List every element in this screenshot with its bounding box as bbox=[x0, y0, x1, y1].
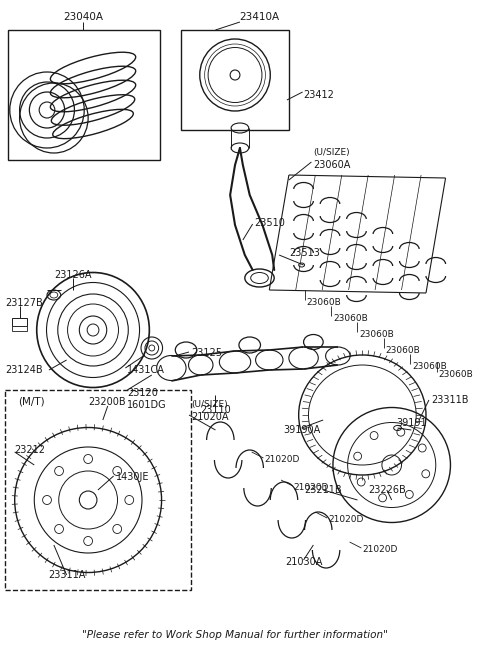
Text: 23126A: 23126A bbox=[54, 270, 91, 280]
Text: 23410A: 23410A bbox=[240, 12, 279, 22]
Text: (M/T): (M/T) bbox=[18, 397, 44, 407]
Text: 21020D: 21020D bbox=[294, 483, 329, 492]
Text: 23212: 23212 bbox=[15, 445, 46, 455]
Text: 39190A: 39190A bbox=[283, 425, 320, 435]
Text: 21030A: 21030A bbox=[285, 557, 322, 567]
Text: 23125: 23125 bbox=[191, 348, 222, 358]
Text: 23200B: 23200B bbox=[88, 397, 126, 407]
Text: 23060B: 23060B bbox=[360, 330, 394, 339]
Bar bbox=[12, 318, 27, 326]
Text: 23226B: 23226B bbox=[368, 485, 406, 495]
Text: (U/SIZE): (U/SIZE) bbox=[191, 400, 228, 409]
Bar bbox=[5, 390, 191, 590]
Text: 23060B: 23060B bbox=[439, 370, 473, 379]
Text: 23060B: 23060B bbox=[333, 314, 368, 323]
Text: 23127B: 23127B bbox=[5, 298, 43, 308]
Text: 1430JE: 1430JE bbox=[116, 472, 149, 482]
Text: 23513: 23513 bbox=[289, 248, 320, 258]
Text: 23060A: 23060A bbox=[313, 160, 351, 170]
Text: 21020D: 21020D bbox=[362, 545, 398, 554]
Text: 23060B: 23060B bbox=[412, 362, 447, 371]
Text: 23060B: 23060B bbox=[307, 298, 341, 307]
Text: 23040A: 23040A bbox=[63, 12, 103, 22]
Text: 21020D: 21020D bbox=[264, 455, 300, 464]
Text: 23510: 23510 bbox=[254, 218, 286, 228]
Text: 23311A: 23311A bbox=[48, 570, 85, 580]
Text: 23211B: 23211B bbox=[304, 485, 342, 495]
Text: 23060B: 23060B bbox=[386, 346, 420, 355]
Text: 21020A: 21020A bbox=[191, 412, 228, 422]
Text: 21020D: 21020D bbox=[328, 515, 363, 524]
Text: 1601DG: 1601DG bbox=[127, 400, 167, 410]
Bar bbox=[181, 30, 289, 130]
Text: 1431CA: 1431CA bbox=[127, 365, 165, 375]
Text: "Please refer to Work Shop Manual for further information": "Please refer to Work Shop Manual for fu… bbox=[82, 630, 388, 640]
Text: 39191: 39191 bbox=[396, 418, 427, 428]
Text: 23124B: 23124B bbox=[5, 365, 43, 375]
Text: 23110: 23110 bbox=[200, 405, 231, 415]
Text: 23311B: 23311B bbox=[431, 395, 468, 405]
Text: (U/SIZE): (U/SIZE) bbox=[313, 148, 350, 157]
Text: 23120: 23120 bbox=[127, 388, 158, 398]
Bar bbox=[12, 326, 27, 331]
Text: 23412: 23412 bbox=[303, 90, 335, 100]
Bar bbox=[8, 30, 160, 160]
